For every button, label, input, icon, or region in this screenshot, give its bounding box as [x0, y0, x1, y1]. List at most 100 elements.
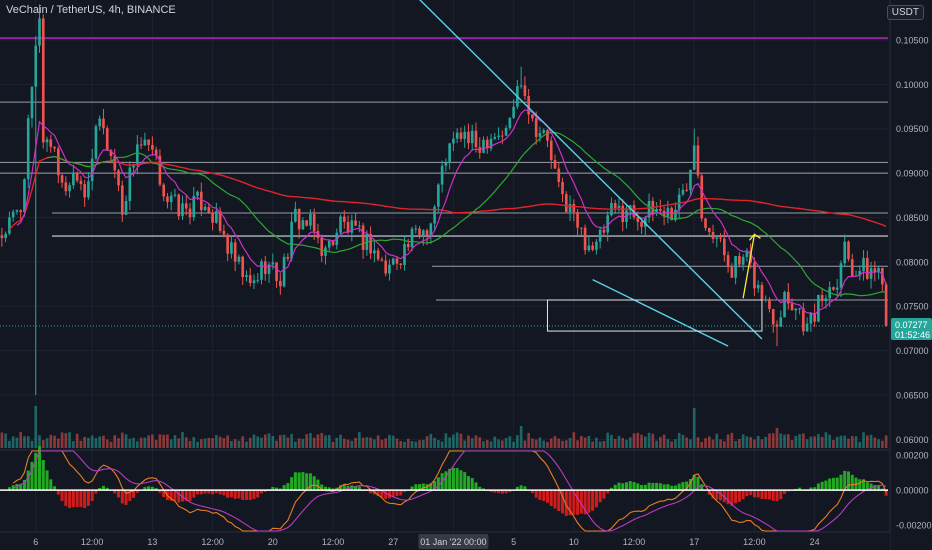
- candle: [734, 255, 737, 285]
- candle: [245, 270, 248, 282]
- symbol-title: VeChain / TetherUS, 4h, BINANCE: [6, 4, 176, 16]
- candle: [805, 317, 809, 332]
- macd-histogram-bar: [256, 490, 260, 498]
- macd-histogram-bar: [700, 484, 704, 491]
- candle: [741, 254, 745, 271]
- macd-histogram-bar: [237, 490, 241, 499]
- volume-bar: [380, 439, 384, 448]
- y-tick-label: 0.07500: [896, 302, 929, 312]
- candle: [873, 261, 877, 282]
- candle: [802, 302, 805, 336]
- macd-histogram-bar: [557, 490, 561, 512]
- volume-bar: [670, 441, 673, 448]
- volume-bar: [523, 440, 527, 448]
- macd-histogram-bar: [598, 490, 602, 503]
- macd-histogram-bar: [169, 490, 173, 501]
- candle: [30, 86, 34, 128]
- macd-histogram-bar: [651, 482, 655, 491]
- candle: [587, 235, 591, 253]
- candle: [527, 88, 530, 124]
- candle: [561, 177, 564, 203]
- volume-bar: [365, 437, 369, 448]
- candle: [444, 158, 448, 172]
- volume-bar: [34, 406, 38, 448]
- breakout-arrow: [742, 234, 756, 299]
- candle: [865, 250, 869, 281]
- volume-bar: [26, 436, 30, 448]
- macd-histogram-bar: [737, 490, 741, 502]
- volume-bar: [98, 436, 102, 448]
- macd-histogram-bar: [60, 490, 64, 502]
- volume-bar: [23, 436, 26, 448]
- x-tick-label: 12:00: [201, 537, 224, 547]
- macd-histogram-bar: [260, 490, 264, 494]
- macd-histogram-bar: [327, 487, 331, 491]
- macd-histogram-bar: [143, 487, 147, 491]
- volume-bar: [87, 437, 90, 448]
- volume-bar: [700, 441, 704, 448]
- volume-bar: [877, 439, 880, 448]
- macd-histogram-bar: [218, 490, 222, 495]
- candle: [339, 214, 342, 237]
- macd-histogram-bar: [22, 480, 26, 491]
- candle: [760, 281, 764, 302]
- candle: [75, 171, 79, 183]
- volume-bar: [64, 433, 68, 448]
- candle: [83, 179, 86, 207]
- candle: [568, 195, 572, 222]
- candle: [350, 214, 354, 242]
- macd-histogram-bar: [184, 490, 188, 501]
- y-tick-label: 0.09500: [896, 124, 929, 134]
- volume-bar: [444, 433, 448, 448]
- candle: [798, 307, 801, 315]
- macd-histogram-bar: [734, 490, 738, 504]
- macd-histogram-bar: [474, 482, 478, 491]
- volume-bar: [512, 441, 515, 448]
- macd-histogram-bar: [41, 459, 45, 491]
- macd-histogram-bar: [158, 490, 162, 493]
- volume-bar: [666, 439, 670, 448]
- volume-bar: [564, 440, 568, 448]
- macd-histogram-bar: [478, 486, 482, 491]
- candle: [211, 209, 214, 231]
- volume-bar: [452, 434, 455, 448]
- candle: [98, 115, 102, 131]
- macd-histogram-bar: [760, 490, 764, 499]
- currency-badge[interactable]: USDT: [886, 5, 924, 20]
- y-tick-label: 0.08500: [896, 213, 929, 223]
- macd-histogram-bar: [843, 470, 847, 491]
- volume-bar: [726, 434, 730, 448]
- candle: [215, 202, 218, 224]
- macd-histogram-bar: [192, 490, 196, 498]
- volume-bar: [549, 438, 553, 448]
- candle: [305, 220, 308, 227]
- macd-histogram-bar: [504, 490, 508, 494]
- volume-bar: [485, 439, 489, 448]
- candle: [26, 114, 30, 188]
- volume-bar: [561, 440, 564, 448]
- candle: [309, 209, 312, 230]
- volume-bar: [196, 441, 199, 448]
- macd-histogram-bar: [831, 477, 835, 491]
- candle: [591, 241, 594, 252]
- macd-histogram-bar: [756, 490, 760, 498]
- volume-bar: [610, 434, 613, 448]
- candle: [57, 146, 60, 184]
- volume-bar: [399, 441, 403, 448]
- ma-green-line: [46, 131, 887, 297]
- candle: [418, 225, 421, 239]
- volume-bar: [692, 408, 696, 448]
- volume-bar: [233, 439, 237, 448]
- x-tick-label: 12:00: [322, 537, 345, 547]
- candle: [764, 295, 768, 303]
- volume-bar: [11, 436, 15, 448]
- volume-bar: [275, 440, 278, 448]
- price-badge-countdown: 01:52:46: [895, 330, 930, 340]
- macd-histogram-bar: [673, 485, 677, 491]
- macd-histogram-bar: [767, 490, 771, 500]
- volume-bar: [595, 437, 598, 448]
- candle: [301, 217, 305, 231]
- x-tick-label: 17: [689, 537, 699, 547]
